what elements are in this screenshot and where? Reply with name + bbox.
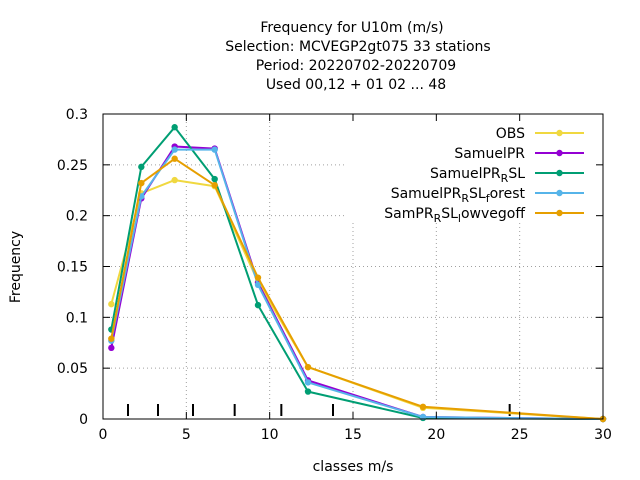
data-point bbox=[138, 179, 145, 187]
data-point bbox=[254, 281, 262, 288]
legend-entry: OBS bbox=[496, 126, 584, 142]
series-3 bbox=[108, 124, 607, 423]
data-point bbox=[211, 175, 218, 183]
title-line-2: Selection: MCVEGP2gt075 33 stations bbox=[225, 39, 490, 55]
y-tick-label: 0.1 bbox=[66, 310, 88, 326]
legend: OBSSamuelPRSamuelPRRSLSamuelPRRSLforestS… bbox=[384, 126, 584, 225]
legend-swatch-point bbox=[556, 209, 563, 217]
data-point bbox=[211, 146, 218, 153]
legend-swatch-point bbox=[556, 129, 563, 137]
data-point bbox=[254, 301, 262, 309]
axis-ticks: 0 5 10 15 20 25 30 0 0.05 0.1 0.15 0.2 0.25 0.3 bbox=[57, 107, 612, 443]
data-point bbox=[211, 181, 218, 189]
legend-label-part: R bbox=[434, 212, 442, 225]
title-line-3: Period: 20220702-20220709 bbox=[256, 58, 456, 74]
legend-entry: SamuelPRRSLforest bbox=[391, 186, 584, 205]
y-tick-label: 0.15 bbox=[57, 260, 88, 276]
legend-label-text: SamuelPR bbox=[430, 166, 501, 182]
legend-label-part: owvegoff bbox=[461, 206, 525, 222]
x-tick-label: 15 bbox=[344, 427, 362, 443]
data-point bbox=[171, 146, 178, 153]
series-layer bbox=[108, 124, 607, 423]
data-point bbox=[254, 274, 262, 281]
data-point bbox=[304, 379, 312, 386]
legend-label-text: SamuelPR bbox=[454, 146, 525, 162]
series-line bbox=[110, 148, 604, 420]
legend-label: SamuelPRRSLforest bbox=[391, 186, 526, 205]
series-2 bbox=[108, 143, 607, 423]
legend-label-part: orest bbox=[490, 186, 526, 202]
series-line bbox=[110, 157, 604, 420]
legend-label: SamuelPRRSL bbox=[430, 166, 525, 185]
legend-label-part: l bbox=[458, 212, 461, 225]
title-line-4: Used 00,12 + 01 02 ... 48 bbox=[266, 77, 446, 93]
legend-entry: SamPRRSLlowvegoff bbox=[384, 206, 584, 225]
series-5 bbox=[108, 155, 607, 423]
y-tick-label: 0 bbox=[79, 412, 88, 428]
legend-label: SamuelPR bbox=[454, 146, 525, 162]
title-line-1: Frequency for U10m (m/s) bbox=[260, 20, 443, 36]
legend-label: SamPRRSLlowvegoff bbox=[384, 206, 525, 225]
x-tick-label: 0 bbox=[99, 427, 108, 443]
y-tick-label: 0.3 bbox=[66, 107, 88, 123]
series-4 bbox=[108, 146, 607, 423]
series-line bbox=[110, 126, 604, 420]
legend-label-part: R bbox=[501, 172, 509, 185]
data-point bbox=[304, 363, 312, 371]
legend-label-part: SL bbox=[508, 166, 525, 182]
legend-swatch-point bbox=[556, 149, 563, 157]
legend-label-text: SamuelPR bbox=[391, 186, 462, 202]
series-line bbox=[110, 145, 604, 420]
y-tick-label: 0.05 bbox=[57, 361, 88, 377]
data-point bbox=[108, 300, 115, 308]
legend-label-part: f bbox=[486, 192, 491, 205]
x-tick-label: 10 bbox=[261, 427, 279, 443]
legend-entry: SamuelPR bbox=[454, 146, 584, 162]
data-point bbox=[419, 403, 427, 410]
y-tick-label: 0.2 bbox=[66, 209, 88, 225]
y-axis-label: Frequency bbox=[8, 231, 24, 303]
data-point bbox=[171, 155, 178, 162]
legend-label-text: SamPR bbox=[384, 206, 434, 222]
x-tick-label: 25 bbox=[511, 427, 529, 443]
x-tick-label: 30 bbox=[594, 427, 612, 443]
chart-title: Frequency for U10m (m/s) Selection: MCVE… bbox=[225, 20, 490, 93]
x-tick-label: 5 bbox=[182, 427, 191, 443]
series-1 bbox=[108, 176, 607, 423]
x-tick-label: 20 bbox=[427, 427, 445, 443]
legend-swatch-point bbox=[556, 189, 563, 197]
legend-entry: SamuelPRRSL bbox=[430, 166, 584, 185]
data-point bbox=[171, 176, 178, 184]
data-point bbox=[108, 344, 115, 352]
class-boundary-markers bbox=[127, 404, 511, 416]
legend-label-part: R bbox=[461, 192, 469, 205]
legend-label-part: SL bbox=[441, 206, 458, 222]
data-point bbox=[138, 163, 145, 171]
legend-label-text: OBS bbox=[496, 126, 525, 142]
legend-label: OBS bbox=[496, 126, 525, 142]
legend-label-part: SL bbox=[469, 186, 486, 202]
data-point bbox=[108, 335, 115, 342]
legend-swatch-point bbox=[556, 169, 563, 177]
x-axis-label: classes m/s bbox=[313, 459, 394, 475]
data-point bbox=[171, 124, 178, 131]
data-point bbox=[304, 388, 312, 395]
y-tick-label: 0.25 bbox=[57, 158, 88, 174]
